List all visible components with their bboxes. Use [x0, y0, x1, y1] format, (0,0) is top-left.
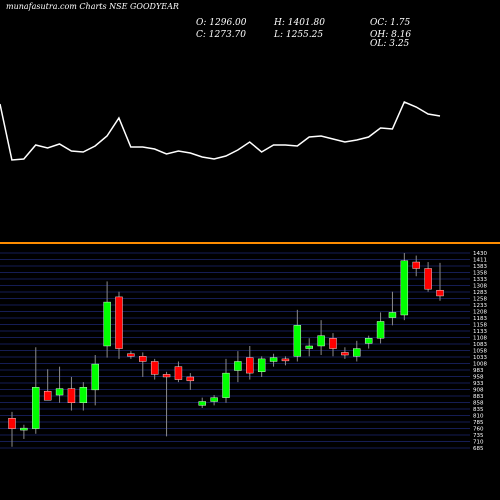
- candle-up: [91, 363, 99, 391]
- low-value: L: 1255.25: [273, 30, 323, 40]
- candle-down: [412, 261, 420, 269]
- candles-layer: [8, 253, 444, 447]
- y-tick-label: 1208: [473, 310, 487, 316]
- oc-value: OC: 1.75: [370, 18, 410, 28]
- candle-up: [210, 397, 218, 402]
- y-tick-label: 1008: [473, 362, 487, 368]
- y-tick-label: 1158: [473, 323, 487, 329]
- y-tick-label: 1108: [473, 336, 487, 342]
- candle-up: [257, 358, 266, 373]
- high-value: H: 1401.80: [273, 18, 325, 28]
- y-tick-label: 933: [473, 381, 484, 387]
- candle-up: [353, 348, 361, 357]
- candle-down: [43, 390, 52, 401]
- y-tick-label: 1283: [473, 290, 487, 296]
- y-tick-label: 710: [473, 440, 484, 446]
- y-tick-label: 810: [473, 414, 484, 420]
- y-tick-label: 785: [473, 420, 484, 426]
- y-tick-label: 1358: [473, 271, 487, 277]
- candle-up: [293, 325, 302, 357]
- candle-down: [150, 361, 159, 375]
- candle-down: [246, 357, 254, 374]
- y-tick-label: 958: [473, 375, 484, 381]
- candle-down: [436, 289, 444, 297]
- y-tick-label: 858: [473, 401, 484, 407]
- y-tick-label: 1308: [473, 284, 487, 290]
- candle-down: [115, 296, 123, 349]
- y-tick-label: 760: [473, 427, 484, 433]
- y-tick-label: 835: [473, 407, 484, 413]
- y-tick-label: 908: [473, 388, 484, 394]
- y-tick-label: 685: [473, 446, 484, 452]
- y-tick-label: 735: [473, 433, 484, 439]
- candle-up: [79, 387, 88, 404]
- candle-down: [162, 374, 171, 378]
- y-axis-ticks: 1430141113831358133313081283125812331208…: [473, 251, 487, 452]
- y-tick-label: 1430: [473, 251, 487, 257]
- y-tick-label: 1383: [473, 264, 487, 270]
- candle-down: [341, 352, 349, 356]
- candle-up: [55, 388, 64, 396]
- candle-up: [317, 335, 325, 347]
- ol-value: OL: 3.25: [370, 39, 410, 49]
- candle-down: [174, 366, 183, 380]
- candle-up: [198, 401, 206, 406]
- candle-up: [400, 260, 409, 316]
- y-tick-label: 1133: [473, 329, 487, 335]
- candle-down: [329, 338, 337, 349]
- y-tick-label: 983: [473, 368, 484, 374]
- candle-down: [139, 356, 147, 362]
- upper-line-panel: [0, 101, 441, 161]
- y-tick-label: 1233: [473, 303, 487, 309]
- y-tick-label: 1258: [473, 297, 487, 303]
- candle-up: [269, 357, 278, 362]
- open-value: O: 1296.00: [196, 18, 247, 28]
- candle-down: [186, 376, 195, 382]
- candle-down: [8, 418, 16, 429]
- candle-down: [127, 353, 135, 357]
- y-tick-label: 883: [473, 394, 484, 400]
- y-tick-label: 1058: [473, 349, 487, 355]
- candle-up: [32, 387, 40, 429]
- close-value: C: 1273.70: [196, 30, 246, 40]
- candle-up: [222, 372, 230, 398]
- header-source-text: munafasutra.com Charts NSE GOODYEAR: [6, 2, 179, 11]
- y-tick-label: 1033: [473, 355, 487, 361]
- candle-up: [234, 361, 242, 371]
- candle-down: [281, 358, 290, 362]
- candle-up: [364, 338, 373, 344]
- y-tick-label: 1333: [473, 277, 487, 283]
- y-tick-label: 1411: [473, 258, 487, 264]
- candle-down: [424, 268, 432, 290]
- price-grid: [0, 252, 470, 449]
- y-tick-label: 1183: [473, 316, 487, 322]
- candle-up: [388, 312, 397, 318]
- upper-line-series: [0, 101, 441, 161]
- oh-value: OH: 8.16: [370, 30, 411, 40]
- candle-up: [305, 345, 313, 349]
- candle-down: [67, 388, 76, 404]
- candle-up: [103, 301, 111, 347]
- candle-up: [20, 427, 28, 431]
- candle-up: [376, 321, 385, 339]
- y-tick-label: 1083: [473, 342, 487, 348]
